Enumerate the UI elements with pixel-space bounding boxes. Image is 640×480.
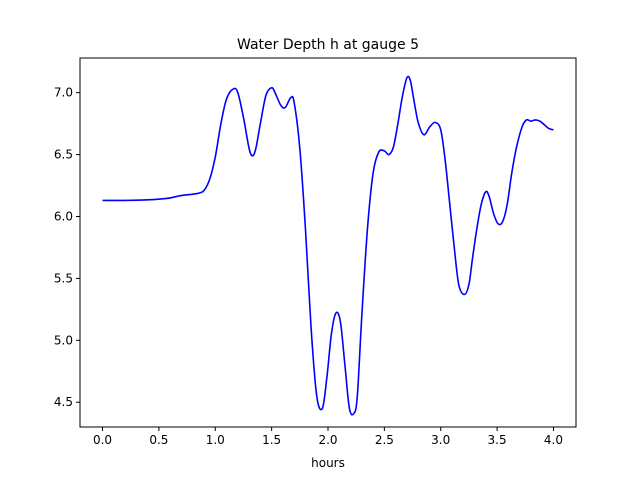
x-tick-label: 0.5 — [149, 433, 168, 447]
chart-title: Water Depth h at gauge 5 — [237, 37, 419, 53]
x-axis-label: hours — [311, 456, 345, 470]
x-tick-label: 3.5 — [488, 433, 507, 447]
y-tick-label: 6.5 — [54, 148, 73, 162]
y-tick-label: 5.5 — [54, 271, 73, 285]
x-tick-label: 3.0 — [431, 433, 450, 447]
x-tick-label: 1.5 — [262, 433, 281, 447]
x-axis: 0.0 0.5 1.0 1.5 2.0 2.5 3.0 3.5 4.0 — [93, 427, 563, 447]
series-layer — [102, 75, 554, 416]
y-axis: 4.5 5.0 5.5 6.0 6.5 7.0 — [54, 86, 80, 409]
y-tick-label: 7.0 — [54, 86, 73, 100]
x-tick-label: 2.0 — [318, 433, 337, 447]
x-tick-label: 1.0 — [206, 433, 225, 447]
x-tick-label: 0.0 — [93, 433, 112, 447]
x-tick-label: 2.5 — [375, 433, 394, 447]
y-tick-label: 6.0 — [54, 209, 73, 223]
y-tick-label: 5.0 — [54, 333, 73, 347]
x-tick-label: 4.0 — [544, 433, 563, 447]
plot-area: 0.0 0.5 1.0 1.5 2.0 2.5 3.0 3.5 4.0 4.5 5.0 5.5 6.0… — [54, 57, 577, 447]
y-tick-label: 4.5 — [54, 395, 73, 409]
series-line — [102, 75, 554, 416]
